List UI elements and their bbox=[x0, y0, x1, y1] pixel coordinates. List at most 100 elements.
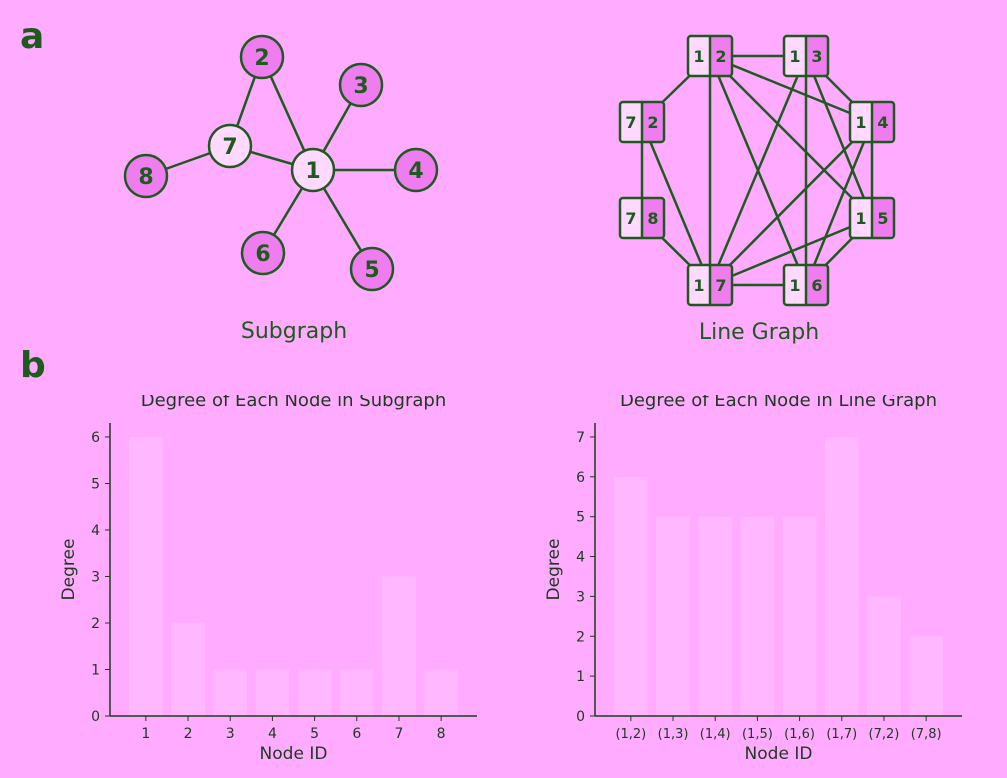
x-tick-label: 5 bbox=[310, 726, 319, 742]
line-graph-node-label-a: 1 bbox=[855, 209, 866, 228]
line-graph-edge bbox=[709, 121, 873, 286]
line-graph-node-right-cell bbox=[872, 102, 894, 142]
bar bbox=[171, 622, 205, 716]
line-graph-node-label-b: 7 bbox=[715, 276, 726, 295]
subgraph-node: 4 bbox=[393, 147, 439, 193]
y-tick-label: 6 bbox=[576, 470, 585, 486]
subgraph-node-circle bbox=[349, 246, 395, 292]
y-tick-label: 1 bbox=[91, 662, 100, 678]
x-tick-label: (1,6) bbox=[784, 727, 815, 742]
y-tick-label: 3 bbox=[576, 589, 585, 605]
subgraph-node-label: 3 bbox=[353, 74, 368, 99]
bar bbox=[698, 516, 733, 716]
line-graph-node-right-cell bbox=[806, 36, 828, 76]
line-graph-node-label-b: 8 bbox=[647, 209, 658, 228]
line-graph-node-label-a: 7 bbox=[625, 209, 636, 228]
chart-title: Degree of Each Node in Line Graph bbox=[620, 395, 937, 411]
line-graph-edge bbox=[709, 55, 873, 219]
y-tick-label: 7 bbox=[576, 430, 585, 446]
bar bbox=[339, 669, 374, 716]
subgraph-node-label: 7 bbox=[222, 135, 237, 160]
x-tick-label: (7,8) bbox=[911, 727, 942, 742]
y-tick-label: 1 bbox=[576, 669, 585, 685]
subgraph-node-circle bbox=[240, 230, 286, 276]
line-graph-node-label-a: 1 bbox=[693, 276, 704, 295]
line-graph-node-label-b: 4 bbox=[877, 113, 888, 132]
subgraph-node-label: 6 bbox=[255, 242, 270, 267]
line-graph-node-right-cell bbox=[710, 36, 732, 76]
line-graph-node-label-a: 1 bbox=[789, 276, 800, 295]
line-graph-node-label-b: 6 bbox=[811, 276, 822, 295]
line-graph-node-label-a: 7 bbox=[625, 113, 636, 132]
x-tick-label: (1,7) bbox=[826, 727, 857, 742]
line-graph-edge bbox=[640, 121, 712, 286]
subgraph-node: 6 bbox=[240, 230, 286, 276]
subgraph-node: 5 bbox=[349, 246, 395, 292]
y-tick-label: 0 bbox=[91, 709, 100, 725]
panel-b-label: b bbox=[20, 345, 46, 386]
bar bbox=[382, 576, 416, 716]
line-graph-node-right-cell bbox=[642, 198, 664, 238]
line-graph-edge bbox=[709, 216, 873, 287]
bar bbox=[740, 516, 775, 716]
y-tick-label: 2 bbox=[91, 616, 100, 632]
subgraph-node: 2 bbox=[239, 34, 285, 80]
x-tick-label: (1,4) bbox=[700, 727, 731, 742]
subgraph-node-circle bbox=[123, 153, 169, 199]
line-graph-node-label-b: 5 bbox=[877, 209, 888, 228]
subgraph-node-label: 2 bbox=[254, 46, 269, 71]
line-graph-node-label-a: 1 bbox=[855, 113, 866, 132]
line-graph-node-left-cell bbox=[784, 265, 806, 305]
bar bbox=[656, 516, 690, 716]
x-tick-label: 4 bbox=[268, 726, 277, 742]
subgraph-node-circle bbox=[239, 34, 285, 80]
bar bbox=[867, 596, 901, 716]
x-tick-label: (7,2) bbox=[869, 727, 900, 742]
line-graph-edge bbox=[708, 55, 808, 286]
line-graph-node-label-b: 2 bbox=[647, 113, 658, 132]
line-graph-node-label-a: 1 bbox=[693, 47, 704, 66]
subgraph-degree-chart: Degree of Each Node in Subgraph 1 2 3 4 5 6 7 8 0… bbox=[59, 395, 477, 764]
x-tick-label: 1 bbox=[141, 726, 150, 742]
y-tick-label: 5 bbox=[576, 510, 585, 526]
subgraph-caption: Subgraph bbox=[241, 319, 347, 344]
subgraph-diagram: 1 2 3 4 5 6 7 8 Subgraph bbox=[123, 34, 439, 344]
subgraph-node-label: 1 bbox=[305, 159, 320, 184]
x-tick-label: 8 bbox=[437, 726, 446, 742]
line-graph-node-right-cell bbox=[642, 102, 664, 142]
chart-title: Degree of Each Node in Subgraph bbox=[141, 395, 447, 411]
subgraph-node-circle bbox=[290, 147, 336, 193]
subgraph-node: 7 bbox=[207, 123, 253, 169]
bar bbox=[909, 636, 944, 716]
line-graph-degree-chart: Degree of Each Node in Line Graph (1,2) (1… bbox=[544, 395, 962, 764]
y-tick-label: 2 bbox=[576, 629, 585, 645]
line-graph-node-label-b: 3 bbox=[811, 47, 822, 66]
x-tick-label: 6 bbox=[352, 726, 361, 742]
bar bbox=[128, 436, 163, 716]
line-graph-node-left-cell bbox=[688, 36, 710, 76]
bar bbox=[255, 669, 290, 716]
bar bbox=[613, 476, 648, 716]
x-axis-label: Node ID bbox=[745, 744, 813, 764]
x-tick-label: (1,2) bbox=[615, 727, 646, 742]
y-tick-label: 3 bbox=[91, 569, 100, 585]
line-graph-node-left-cell bbox=[850, 102, 872, 142]
x-tick-label: (1,5) bbox=[742, 727, 773, 742]
x-axis-label: Node ID bbox=[260, 744, 328, 764]
line-graph-node-left-cell bbox=[620, 198, 642, 238]
subgraph-node-circle bbox=[393, 147, 439, 193]
y-axis-label: Degree bbox=[59, 539, 79, 601]
bar bbox=[297, 669, 332, 716]
line-graph-node-left-cell bbox=[620, 102, 642, 142]
line-graph-node-left-cell bbox=[784, 36, 806, 76]
y-tick-label: 4 bbox=[576, 550, 585, 566]
